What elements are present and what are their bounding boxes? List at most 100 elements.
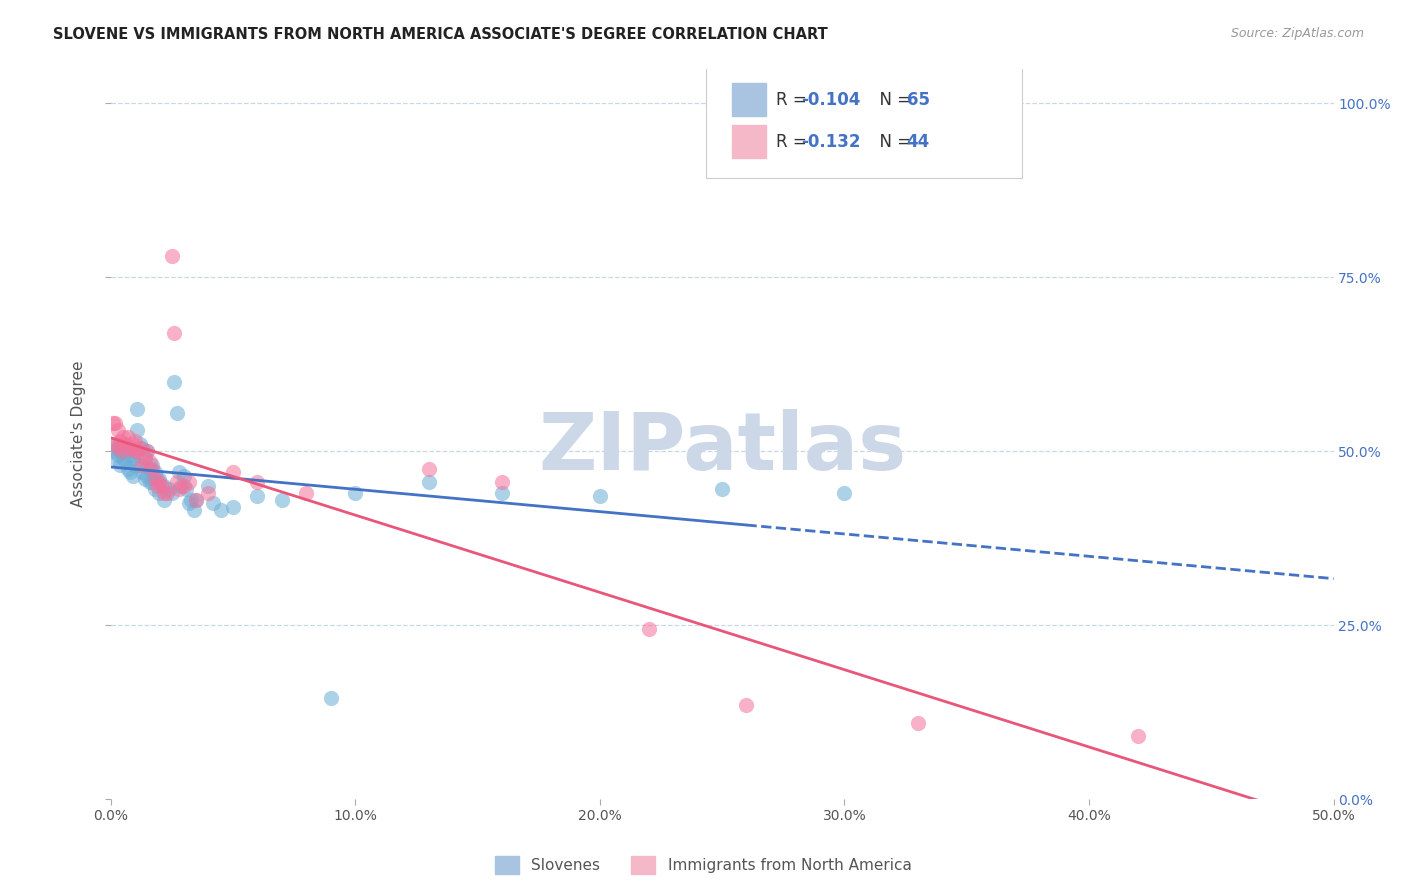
Point	[127, 444, 149, 458]
Text: R =: R =	[776, 91, 811, 109]
Point	[101, 444, 124, 458]
Point	[114, 437, 136, 451]
Point	[124, 458, 146, 472]
Point	[143, 483, 166, 497]
Point	[136, 444, 159, 458]
Point	[148, 486, 170, 500]
Point	[711, 483, 734, 497]
Text: 44: 44	[907, 133, 929, 151]
Point	[127, 423, 149, 437]
Point	[141, 461, 163, 475]
Point	[141, 458, 163, 472]
Point	[834, 486, 856, 500]
FancyBboxPatch shape	[731, 83, 766, 116]
Point	[120, 465, 142, 479]
Point	[1126, 730, 1149, 744]
Point	[197, 479, 219, 493]
Point	[131, 458, 153, 472]
Point	[173, 479, 195, 493]
Point	[136, 444, 159, 458]
Point	[156, 486, 179, 500]
Text: -0.104: -0.104	[801, 91, 860, 109]
FancyBboxPatch shape	[731, 125, 766, 158]
Point	[150, 479, 173, 493]
Point	[104, 451, 127, 466]
Point	[153, 486, 176, 500]
Text: SLOVENE VS IMMIGRANTS FROM NORTH AMERICA ASSOCIATE'S DEGREE CORRELATION CHART: SLOVENE VS IMMIGRANTS FROM NORTH AMERICA…	[53, 27, 828, 42]
Point	[134, 472, 156, 486]
Point	[127, 402, 149, 417]
Point	[138, 461, 160, 475]
Point	[160, 486, 183, 500]
Point	[202, 496, 225, 510]
Point	[114, 455, 136, 469]
Y-axis label: Associate's Degree: Associate's Degree	[72, 360, 86, 507]
Point	[117, 430, 139, 444]
Text: Source: ZipAtlas.com: Source: ZipAtlas.com	[1230, 27, 1364, 40]
Point	[246, 475, 269, 490]
Point	[101, 417, 124, 431]
Point	[128, 458, 150, 472]
Text: -0.132: -0.132	[801, 133, 860, 151]
Point	[124, 444, 146, 458]
Point	[148, 475, 170, 490]
Point	[907, 715, 929, 730]
Point	[418, 461, 440, 475]
Point	[110, 458, 132, 472]
Point	[735, 698, 758, 713]
Point	[166, 475, 188, 490]
Point	[270, 492, 292, 507]
Point	[167, 465, 190, 479]
Point	[183, 503, 205, 517]
Point	[166, 406, 188, 420]
Point	[143, 472, 166, 486]
Point	[173, 468, 195, 483]
Point	[111, 430, 134, 444]
Point	[128, 441, 150, 455]
Point	[176, 483, 198, 497]
Point	[491, 486, 513, 500]
Point	[246, 490, 269, 504]
Point	[177, 475, 200, 490]
Point	[222, 500, 245, 514]
Point	[111, 451, 134, 466]
Point	[138, 455, 160, 469]
Point	[186, 492, 208, 507]
Point	[153, 479, 176, 493]
Point	[148, 472, 170, 486]
Point	[136, 468, 159, 483]
Point	[186, 492, 208, 507]
Point	[222, 465, 245, 479]
Point	[117, 461, 139, 475]
Point	[418, 475, 440, 490]
Point	[637, 622, 659, 636]
Point	[157, 483, 180, 497]
Point	[107, 448, 129, 462]
Point	[153, 492, 176, 507]
Text: N =: N =	[869, 91, 917, 109]
Point	[491, 475, 513, 490]
Point	[163, 375, 186, 389]
Point	[128, 437, 150, 451]
Point	[120, 441, 142, 455]
Point	[141, 475, 163, 490]
Point	[107, 441, 129, 455]
Point	[107, 423, 129, 437]
Point	[104, 437, 127, 451]
Point	[111, 444, 134, 458]
Point	[124, 444, 146, 458]
Point	[107, 441, 129, 455]
Point	[134, 451, 156, 466]
Legend: Slovenes, Immigrants from North America: Slovenes, Immigrants from North America	[488, 850, 918, 880]
Point	[120, 448, 142, 462]
Point	[121, 451, 143, 466]
Point	[295, 486, 318, 500]
Text: N =: N =	[869, 133, 917, 151]
Point	[589, 490, 612, 504]
Point	[146, 479, 169, 493]
Point	[146, 472, 169, 486]
Point	[117, 444, 139, 458]
Point	[197, 486, 219, 500]
Point	[121, 437, 143, 451]
Point	[104, 437, 127, 451]
